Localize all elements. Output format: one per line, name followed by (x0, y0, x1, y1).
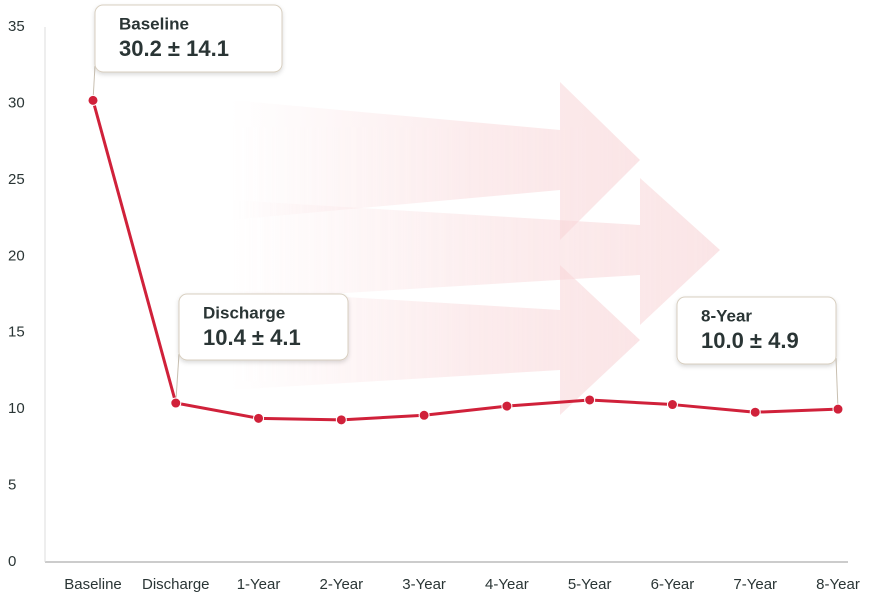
annotation-value: 30.2 ± 14.1 (119, 36, 229, 61)
background-arrows (230, 82, 720, 415)
y-tick-label: 30 (8, 94, 25, 111)
y-tick-label: 20 (8, 247, 25, 264)
annotation-connector (835, 357, 839, 410)
point (253, 412, 265, 424)
x-tick-label: 2-Year (320, 576, 364, 593)
x-tick-label: Discharge (142, 576, 210, 593)
x-tick-label: 8-Year (816, 576, 860, 593)
annotation-box (178, 293, 349, 361)
y-tick-label: 25 (8, 171, 25, 188)
y-tick-label: 10 (8, 400, 25, 417)
point (666, 399, 678, 411)
annotation-box (94, 4, 283, 73)
annotation-connector (175, 353, 180, 404)
annotation-value: 10.4 ± 4.1 (203, 325, 301, 350)
point (749, 406, 761, 418)
annotation-box (676, 296, 837, 365)
point (418, 409, 430, 421)
point (584, 394, 596, 406)
point (832, 403, 844, 415)
point (87, 94, 99, 106)
annotation-title: 8-Year (701, 306, 752, 325)
x-tick-label: 3-Year (402, 576, 446, 593)
y-tick-label: 5 (8, 477, 16, 494)
point (335, 414, 347, 426)
x-tick-label: 6-Year (651, 576, 695, 593)
annotation-connector (92, 65, 96, 101)
line (91, 99, 839, 422)
y-tick-label: 15 (8, 324, 25, 341)
point (501, 400, 513, 412)
annotation-title: Discharge (203, 303, 285, 322)
x-tick-label: Baseline (64, 576, 122, 593)
x-tick-label: 5-Year (568, 576, 612, 593)
x-tick-label: 1-Year (237, 576, 281, 593)
y-tick-label: 0 (8, 553, 16, 570)
annotation-value: 10.0 ± 4.9 (701, 328, 799, 353)
y-tick-label: 35 (8, 18, 25, 35)
x-tick-label: 7-Year (733, 576, 777, 593)
point (170, 397, 182, 409)
annotation-title: Baseline (119, 14, 189, 33)
x-tick-label: 4-Year (485, 576, 529, 593)
